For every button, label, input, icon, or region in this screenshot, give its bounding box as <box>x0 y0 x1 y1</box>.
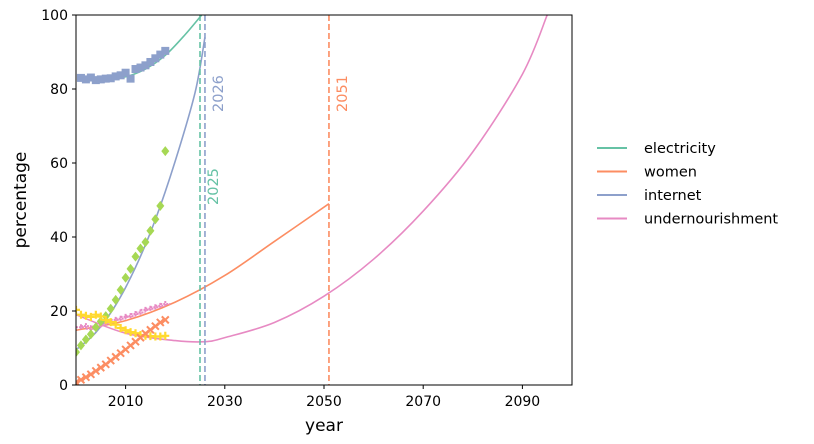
legend-label-undernourishment: undernourishment <box>644 212 778 228</box>
internet-point-2011 <box>126 263 135 274</box>
series-4-point-2001 <box>76 375 86 385</box>
y-tick-label-40: 40 <box>50 230 68 246</box>
electricity-point-2006 <box>101 74 110 83</box>
internet-point-2017 <box>156 200 165 211</box>
series-4-point-2002 <box>81 373 91 382</box>
series-4-point-2003 <box>86 370 96 379</box>
y-tick-label-100: 100 <box>41 8 68 24</box>
undernourishment-point-2001 <box>76 310 85 319</box>
threshold-lines: 2025 2026 2051 <box>199 15 351 385</box>
undernourishment-point-2012 <box>131 329 140 338</box>
internet-point-2003 <box>86 329 95 340</box>
y-axis: 0 20 40 60 80 100 <box>41 8 76 394</box>
electricity-point-2003 <box>86 73 95 82</box>
vline-label-2051: 2051 <box>335 75 351 112</box>
electricity-point-2016 <box>151 54 160 63</box>
internet-point-2007 <box>106 303 115 314</box>
undernourishment-point-2009 <box>116 324 125 333</box>
internet-point-2015 <box>146 225 155 236</box>
internet-point-2016 <box>151 214 160 225</box>
internet-point-2012 <box>131 251 140 262</box>
y-tick-label-60: 60 <box>50 156 68 172</box>
internet-point-2008 <box>111 294 120 305</box>
legend-label-electricity: electricity <box>644 141 716 157</box>
electricity-point-2002 <box>81 75 90 84</box>
legend-label-women: women <box>644 165 697 181</box>
y-axis-title: percentage <box>11 152 31 249</box>
electricity-point-2012 <box>131 65 140 74</box>
y-tick-label-20: 20 <box>50 304 68 320</box>
electricity-point-2007 <box>106 74 115 83</box>
internet-point-2014 <box>141 237 150 248</box>
internet-point-2018 <box>161 146 170 157</box>
undernourishment-point-2011 <box>126 328 135 337</box>
observed-markers <box>76 46 171 385</box>
internet-point-2000 <box>76 347 80 358</box>
undernourishment-point-2000 <box>76 305 80 314</box>
electricity-point-2013 <box>136 63 145 72</box>
x-tick-label-2010: 2010 <box>108 394 144 410</box>
legend-label-internet: internet <box>644 188 702 204</box>
undernourishment-point-2006 <box>101 315 110 324</box>
legend: electricity women internet undernourishment <box>597 141 778 228</box>
x-tick-label-2050: 2050 <box>306 394 342 410</box>
undernourishment-point-2003 <box>86 312 95 321</box>
x-tick-label-2070: 2070 <box>405 394 441 410</box>
electricity-point-2017 <box>156 50 165 59</box>
electricity-point-2018 <box>161 46 170 55</box>
series-4-point-2005 <box>96 363 106 372</box>
women-point-2018 <box>160 300 171 307</box>
undernourishment-point-2004 <box>91 310 100 319</box>
series-4-point-2018 <box>161 315 170 325</box>
electricity-point-2011 <box>126 74 135 83</box>
electricity-point-2001 <box>76 73 85 82</box>
vline-label-2026: 2026 <box>211 75 227 112</box>
electricity-point-2008 <box>111 72 120 81</box>
internet-point-2009 <box>116 284 125 295</box>
undernourishment-point-2008 <box>111 320 120 329</box>
internet-point-2002 <box>81 334 90 345</box>
women-fit-line <box>76 203 330 332</box>
x-axis: 2010 2030 2050 2070 2090 <box>108 385 540 410</box>
undernourishment-point-2005 <box>96 312 105 321</box>
undernourishment-point-2018 <box>161 331 170 340</box>
electricity-fit-line <box>85 15 203 81</box>
electricity-point-2015 <box>146 57 155 66</box>
vline-label-2025: 2025 <box>206 168 222 205</box>
x-tick-label-2030: 2030 <box>207 394 243 410</box>
series-4-point-2017 <box>156 318 165 327</box>
undernourishment-point-2010 <box>121 326 130 335</box>
undernourishment-fit-line <box>76 15 548 343</box>
undernourishment-point-2007 <box>106 318 115 327</box>
electricity-point-2010 <box>121 68 130 77</box>
x-axis-title: year <box>305 416 343 436</box>
electricity-point-2014 <box>141 61 150 70</box>
y-tick-label-0: 0 <box>59 378 68 394</box>
internet-point-2004 <box>91 322 100 333</box>
series-4-point-2004 <box>91 366 101 376</box>
x-tick-label-2090: 2090 <box>505 394 541 410</box>
y-tick-label-80: 80 <box>50 82 68 98</box>
internet-point-2013 <box>136 243 145 254</box>
internet-point-2010 <box>121 272 130 283</box>
electricity-point-2009 <box>116 71 125 80</box>
electricity-point-2005 <box>96 75 105 84</box>
undernourishment-point-2002 <box>81 311 90 320</box>
electricity-point-2004 <box>91 76 100 85</box>
internet-point-2001 <box>76 340 85 351</box>
